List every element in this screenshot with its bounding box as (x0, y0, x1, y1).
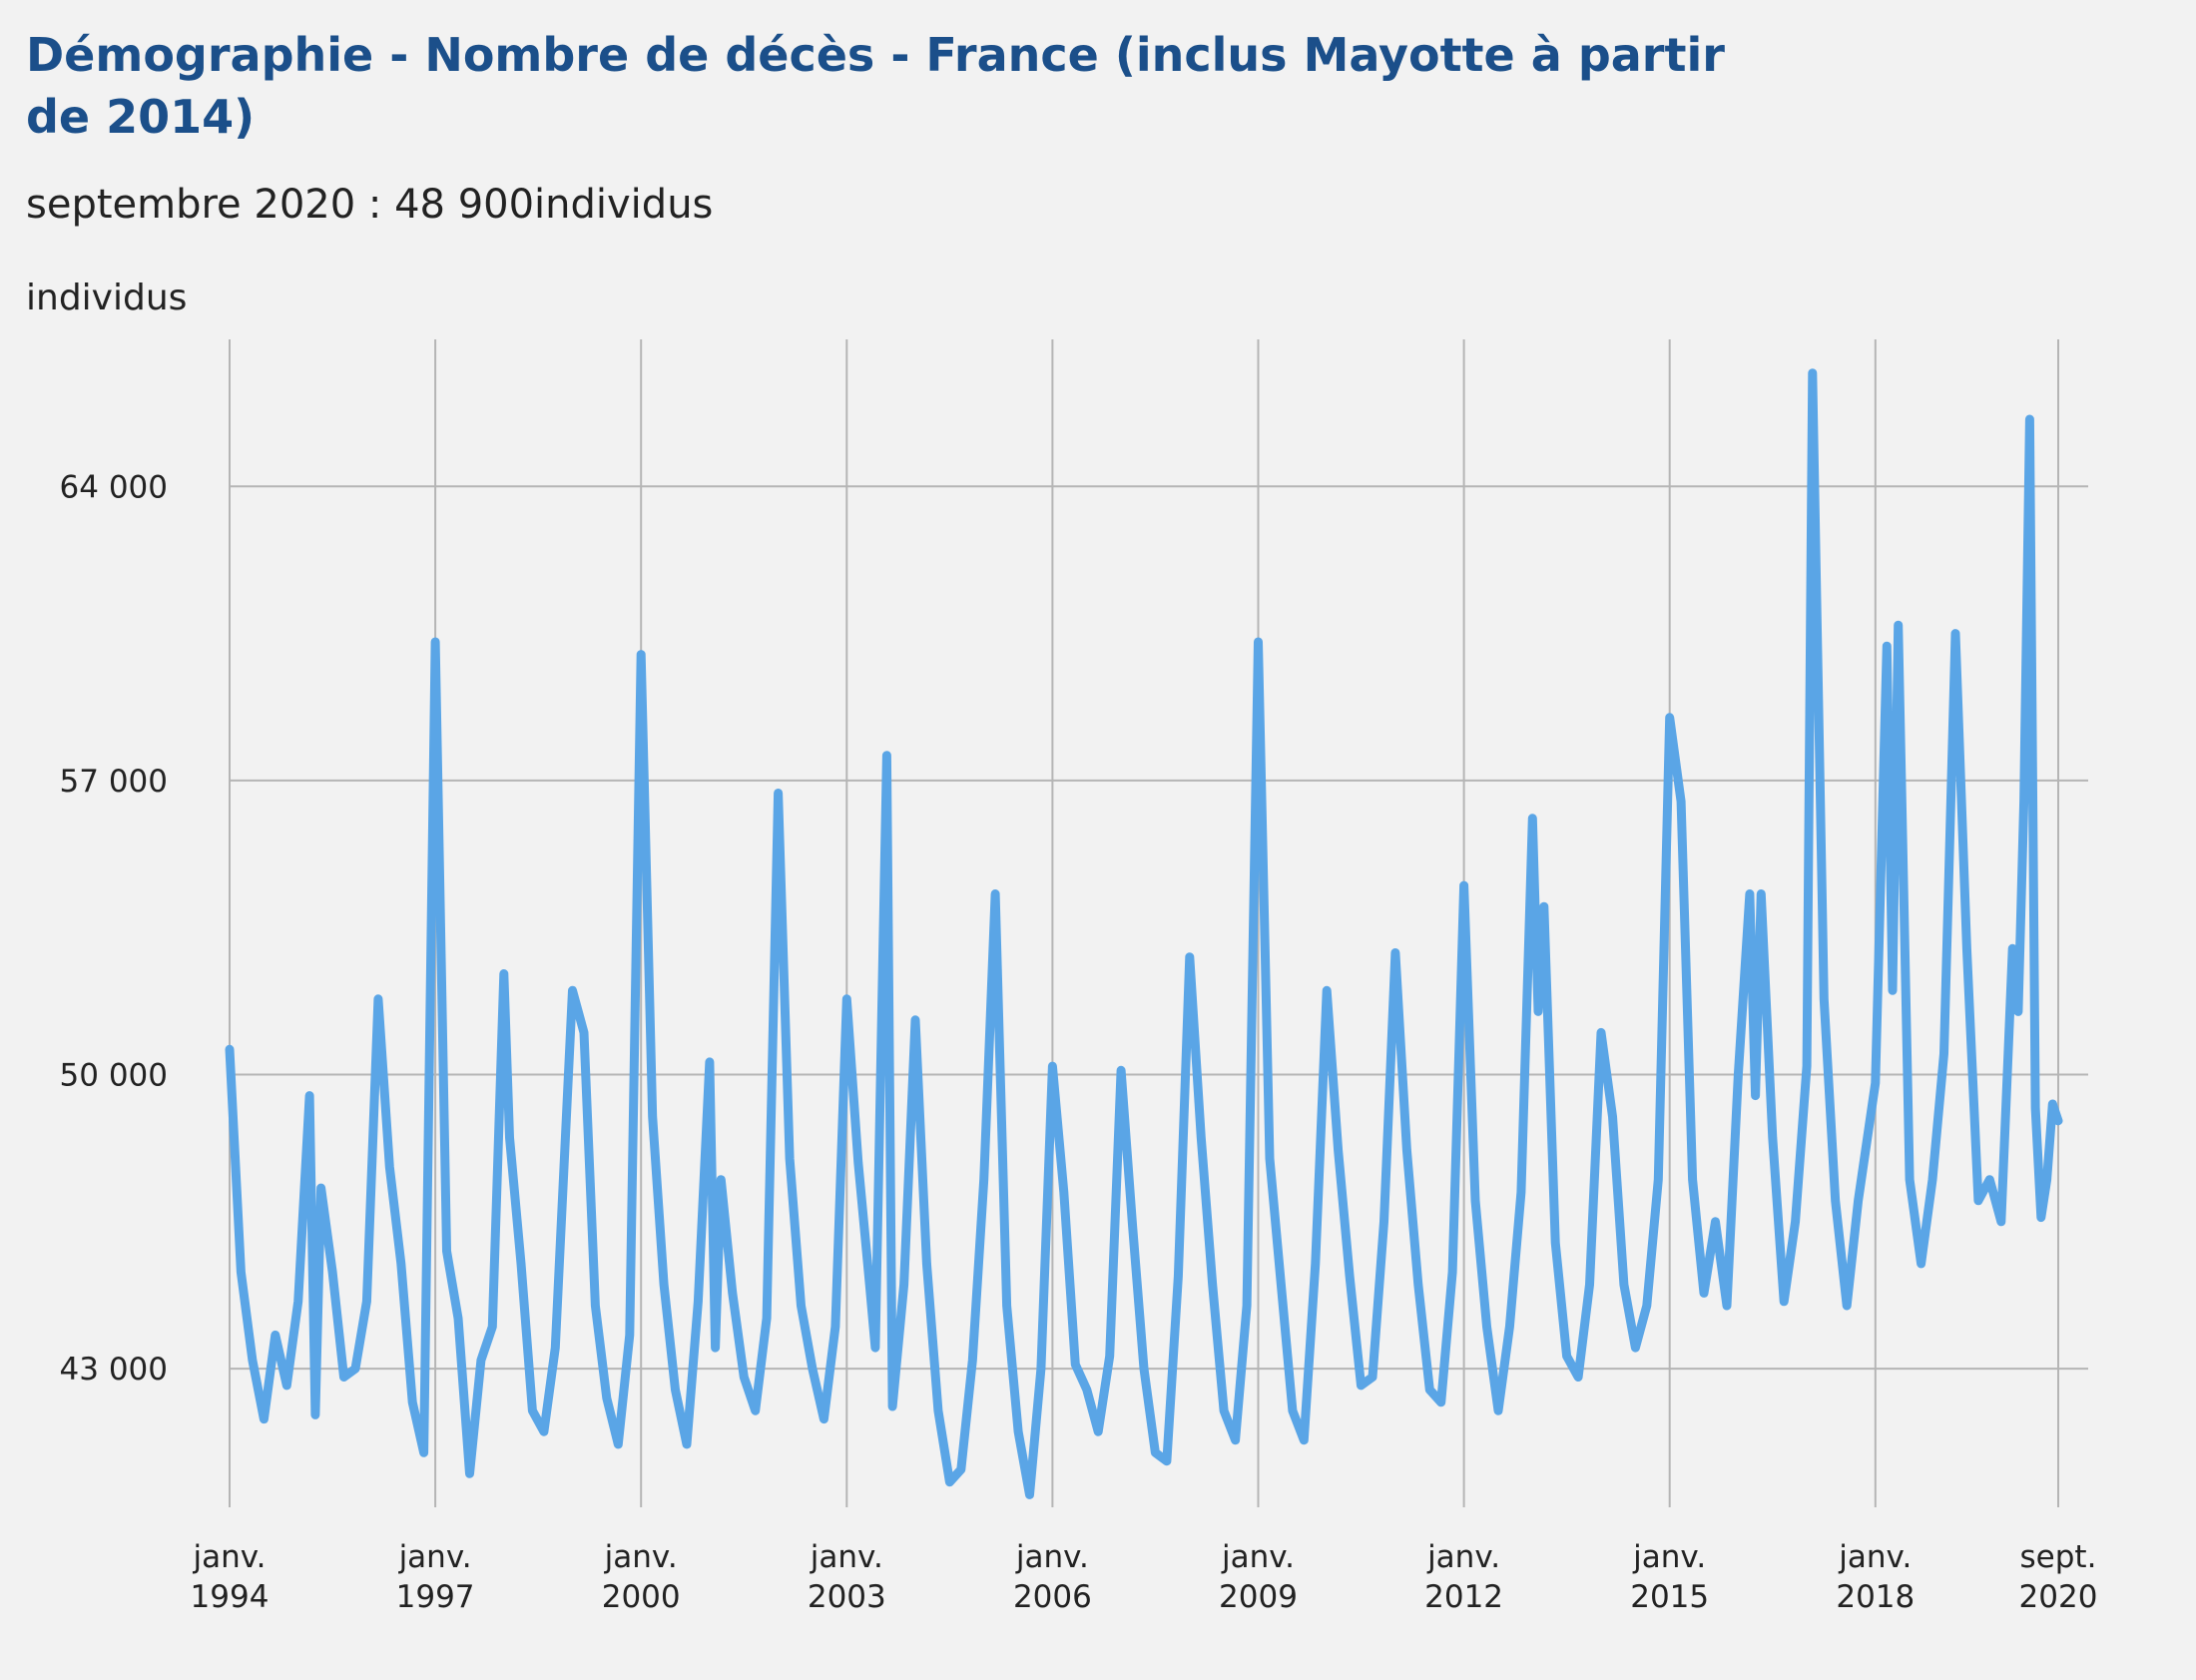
x-tick-label: janv. (1221, 1539, 1295, 1575)
x-tick-label: janv. (604, 1539, 678, 1575)
x-tick-label: janv. (1632, 1539, 1706, 1575)
x-tick-label: janv. (1426, 1539, 1500, 1575)
x-tick-label: janv. (192, 1539, 266, 1575)
page-title: Démographie - Nombre de décès - France (… (26, 28, 1725, 144)
x-tick-label: sept. (2020, 1539, 2097, 1575)
x-tick-label: 2000 (602, 1579, 681, 1615)
y-tick-label: 64 000 (60, 469, 168, 505)
y-axis-tick-labels: 43 000 50 000 57 000 64 000 (60, 469, 168, 1388)
y-tick-label: 57 000 (60, 764, 168, 800)
x-tick-label: 2009 (1219, 1579, 1298, 1615)
latest-value-subtitle: septembre 2020 : 48 900individus (26, 182, 714, 228)
series-layer (225, 368, 2063, 1499)
y-tick-label: 50 000 (60, 1058, 168, 1094)
x-tick-label: janv. (398, 1539, 472, 1575)
series-line (225, 368, 2063, 1499)
y-axis-unit-label: individus (26, 278, 188, 318)
y-gridlines (230, 485, 2088, 1371)
x-tick-label: janv. (1838, 1539, 1912, 1575)
x-tick-label: 1997 (396, 1579, 475, 1615)
x-tick-label: janv. (1015, 1539, 1089, 1575)
x-tick-label: 2012 (1424, 1579, 1503, 1615)
x-tick-label: janv. (810, 1539, 883, 1575)
x-tick-label: 2018 (1836, 1579, 1915, 1615)
x-tick-label: 2006 (1013, 1579, 1092, 1615)
x-tick-label: 2003 (808, 1579, 886, 1615)
x-tick-label: 2020 (2019, 1579, 2098, 1615)
x-axis-tick-labels: janv. 1994 janv. 1997 janv. 2000 janv. 2003 janv… (191, 1539, 2098, 1615)
x-tick-label: 1994 (191, 1579, 270, 1615)
y-tick-label: 43 000 (60, 1352, 168, 1388)
x-tick-label: 2015 (1630, 1579, 1709, 1615)
